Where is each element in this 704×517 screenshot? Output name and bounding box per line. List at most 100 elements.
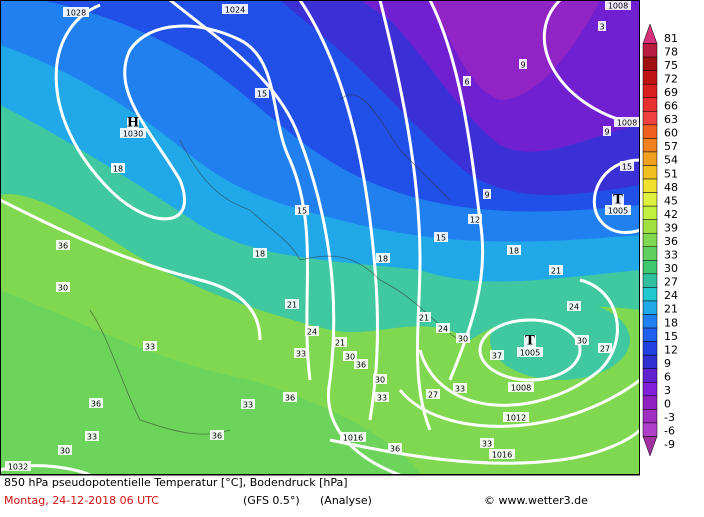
contour-label: 1032 <box>8 463 28 472</box>
color-swatch <box>642 111 658 126</box>
colorbar-label: 45 <box>664 194 678 207</box>
color-swatch <box>642 232 658 248</box>
contour-label: 33 <box>455 385 465 394</box>
label-box <box>468 214 482 224</box>
colorbar-label: 75 <box>664 59 678 72</box>
contour-label: 33 <box>145 343 155 352</box>
colorbar-label: 69 <box>664 86 678 99</box>
label-box <box>605 0 631 10</box>
color-swatch <box>642 273 658 288</box>
label-box <box>519 59 527 69</box>
label-box <box>143 341 157 351</box>
colorbar-label: 51 <box>664 167 678 180</box>
contour-label: 18 <box>378 255 388 264</box>
color-swatch <box>642 246 658 261</box>
contour-label: 30 <box>60 447 70 456</box>
label-box <box>480 438 494 448</box>
contour-label: 9 <box>604 128 609 137</box>
colorbar-label: 42 <box>664 208 678 221</box>
contour-label: 15 <box>622 163 632 172</box>
colorbar-label: 33 <box>664 249 678 262</box>
contour-label: 33 <box>377 394 387 403</box>
contour-label: 21 <box>287 301 297 310</box>
pressure-center: T <box>525 334 535 349</box>
color-swatch <box>642 192 658 207</box>
colorbar-label: -9 <box>664 438 675 451</box>
color-swatch <box>642 151 658 166</box>
label-box <box>120 128 146 138</box>
colorbar-label: 39 <box>664 221 678 234</box>
label-box <box>375 392 389 402</box>
label-box <box>56 240 70 250</box>
colorbar-label: 21 <box>664 303 678 316</box>
label-box <box>426 389 440 399</box>
label-box <box>63 7 89 17</box>
color-swatch <box>642 56 658 71</box>
color-swatch <box>642 83 658 98</box>
contour-label: 27 <box>428 391 438 400</box>
contour-label: 30 <box>577 337 587 346</box>
contour-label: 33 <box>482 440 492 449</box>
contour-label: 1008 <box>608 2 628 11</box>
colorbar-label: 30 <box>664 262 678 275</box>
label-box <box>283 392 297 402</box>
label-box <box>343 351 357 361</box>
label-box <box>614 117 640 127</box>
label-box <box>285 299 299 309</box>
colorbar-label: 36 <box>664 235 678 248</box>
contour-label: 30 <box>458 335 468 344</box>
contour-label: 15 <box>436 234 446 243</box>
contour-label: 1030 <box>123 130 143 139</box>
color-swatch <box>642 138 658 153</box>
contour-label: 36 <box>58 242 68 251</box>
label-box <box>58 445 72 455</box>
contour-label: 15 <box>297 207 307 216</box>
color-swatch <box>642 97 658 112</box>
colorbar-label: 6 <box>664 370 671 383</box>
footer-title: 850 hPa pseudopotentielle Temperatur [°C… <box>4 476 348 489</box>
label-box <box>253 248 267 258</box>
contour-label: 36 <box>91 400 101 409</box>
contour-label: 1008 <box>511 384 531 393</box>
color-swatch <box>642 395 658 410</box>
contour-label: 1024 <box>225 6 245 15</box>
colorbar-label: 3 <box>664 384 671 397</box>
color-swatch <box>642 205 658 220</box>
colorbar: 8178757269666360575451484542393633302724… <box>642 23 678 457</box>
label-box <box>5 461 31 471</box>
label-box <box>524 335 536 348</box>
color-swatch <box>642 23 658 44</box>
colorbar-label: 15 <box>664 330 678 343</box>
color-swatch <box>642 287 658 302</box>
label-box <box>417 312 431 322</box>
label-box <box>603 126 611 136</box>
color-swatch <box>642 368 658 383</box>
contour-label: 21 <box>551 267 561 276</box>
colorbar-label: 48 <box>664 181 678 194</box>
contour-label: 30 <box>345 353 355 362</box>
label-box <box>340 432 366 442</box>
label-box <box>333 337 347 347</box>
color-swatch <box>642 422 658 437</box>
color-swatch <box>642 436 658 457</box>
contour-label: 18 <box>509 247 519 256</box>
contour-label: 33 <box>87 433 97 442</box>
contour-label: 36 <box>285 394 295 403</box>
colorbar-label: 78 <box>664 45 678 58</box>
color-swatch <box>642 354 658 369</box>
contour-label: 3 <box>599 23 604 32</box>
color-swatch <box>642 124 658 139</box>
label-box <box>517 347 543 357</box>
footer-date: Montag, 24-12-2018 06 UTC <box>4 494 159 507</box>
label-box <box>436 323 450 333</box>
colorbar-label: -6 <box>664 425 675 438</box>
color-swatch <box>642 327 658 342</box>
contour-label: 1016 <box>492 451 512 460</box>
contour-label: 1005 <box>608 207 628 216</box>
colorbar-label: 27 <box>664 276 678 289</box>
label-box <box>222 4 248 14</box>
colorbar-label: 0 <box>664 398 671 411</box>
contour-label: 21 <box>419 314 429 323</box>
